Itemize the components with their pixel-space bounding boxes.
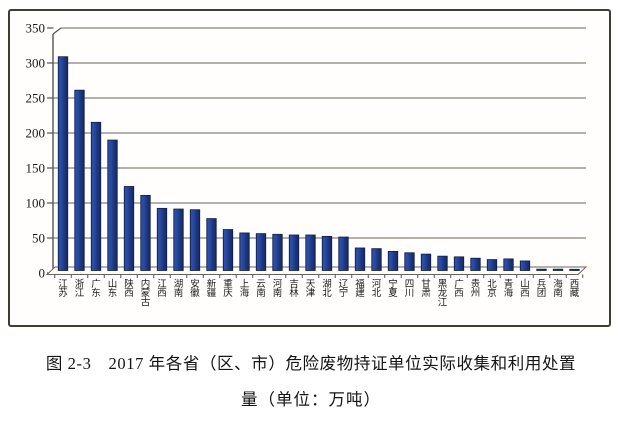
x-category-label: 湖北 (322, 279, 332, 299)
bar-湖北 (321, 235, 333, 271)
x-category-label: 四川 (405, 280, 415, 299)
y-tick-label: 250 (26, 91, 46, 106)
x-category-label: 广东 (91, 278, 101, 299)
x-category-label: 黑龙江 (438, 279, 448, 308)
x-category-label: 兵团 (537, 278, 547, 299)
bar-chart: 0 50 100 150 200 250 300 350 江苏浙江广东山东陕西内蒙古江西湖南安徽… (26, 21, 588, 308)
x-category-label: 河北 (372, 278, 382, 299)
bar-甘肃 (420, 253, 432, 271)
bar-吉林 (288, 234, 300, 271)
x-category-label: 内蒙古 (141, 278, 151, 308)
bar-天津 (305, 234, 316, 271)
bar-青海 (503, 258, 514, 271)
x-category-label: 云南 (256, 280, 266, 299)
y-tick-label: 0 (39, 266, 46, 281)
x-category-label: 青海 (504, 278, 514, 299)
bar-浙江 (74, 89, 85, 271)
x-category-label: 浙江 (75, 278, 85, 299)
bar-四川 (404, 252, 415, 271)
x-category-label: 江西 (157, 279, 167, 299)
caption-line-1: 图 2-3 2017 年各省（区、市）危险废物持证单位实际收集和利用处置 (45, 354, 577, 373)
bar-内蒙古 (140, 194, 151, 271)
x-category-label: 安徽 (190, 278, 200, 299)
bar-贵州 (470, 257, 481, 271)
x-category-label: 陕西 (124, 278, 134, 299)
bar-安徽 (189, 209, 201, 271)
x-category-label: 重庆 (223, 278, 233, 299)
bar-重庆 (222, 229, 234, 271)
bar-山东 (107, 139, 118, 271)
axis-bevel-line (52, 27, 62, 35)
bar-湖南 (173, 208, 184, 271)
bar-辽宁 (338, 236, 349, 271)
y-tick-label: 300 (26, 56, 46, 71)
bar-北京 (486, 259, 498, 271)
y-tick-label: 100 (26, 196, 46, 211)
y-tick-label: 150 (26, 161, 46, 176)
bar-江西 (156, 207, 168, 271)
x-category-label: 贵州 (471, 278, 481, 299)
x-category-label: 西藏 (570, 279, 580, 299)
y-tick-label: 200 (26, 126, 46, 141)
bar-河南 (272, 233, 283, 271)
bar-海南 (552, 268, 564, 271)
x-category-label: 宁夏 (388, 278, 398, 299)
bar-西藏 (569, 268, 580, 271)
bar-陕西 (123, 186, 135, 271)
bar-上海 (239, 232, 250, 271)
x-category-label: 山东 (108, 279, 118, 299)
bar-广东 (90, 121, 102, 271)
bar-新疆 (206, 218, 217, 271)
x-category-label: 上海 (240, 279, 250, 299)
x-category-label: 山西 (520, 279, 530, 299)
bar-兵团 (536, 268, 547, 271)
bar-广西 (453, 256, 465, 271)
caption-line-2: 量（单位：万吨） (241, 390, 381, 409)
bar-黑龙江 (437, 255, 448, 271)
bar-河北 (371, 248, 382, 271)
x-category-label: 甘肃 (421, 278, 431, 299)
bar-山西 (519, 260, 531, 271)
x-category-label: 湖南 (174, 279, 184, 299)
bar-宁夏 (387, 250, 399, 271)
x-category-label: 广西 (454, 278, 464, 299)
bar-福建 (354, 247, 366, 271)
x-category-label: 吉林 (289, 279, 299, 299)
bar-云南 (255, 233, 267, 271)
x-category-label: 海南 (553, 278, 563, 299)
x-category-label: 新疆 (207, 278, 217, 299)
y-tick-label: 50 (32, 231, 45, 246)
bar-江苏 (57, 56, 69, 271)
x-category-label: 辽宁 (339, 278, 349, 299)
figure-caption: 图 2-3 2017 年各省（区、市）危险废物持证单位实际收集和利用处置 量（单… (0, 350, 622, 410)
x-category-label: 福建 (355, 278, 365, 299)
y-tick-label: 350 (26, 21, 46, 36)
x-category-label: 河南 (273, 278, 283, 299)
x-category-label: 北京 (487, 279, 497, 299)
x-category-label: 天津 (306, 280, 316, 299)
x-category-label: 江苏 (58, 279, 68, 299)
